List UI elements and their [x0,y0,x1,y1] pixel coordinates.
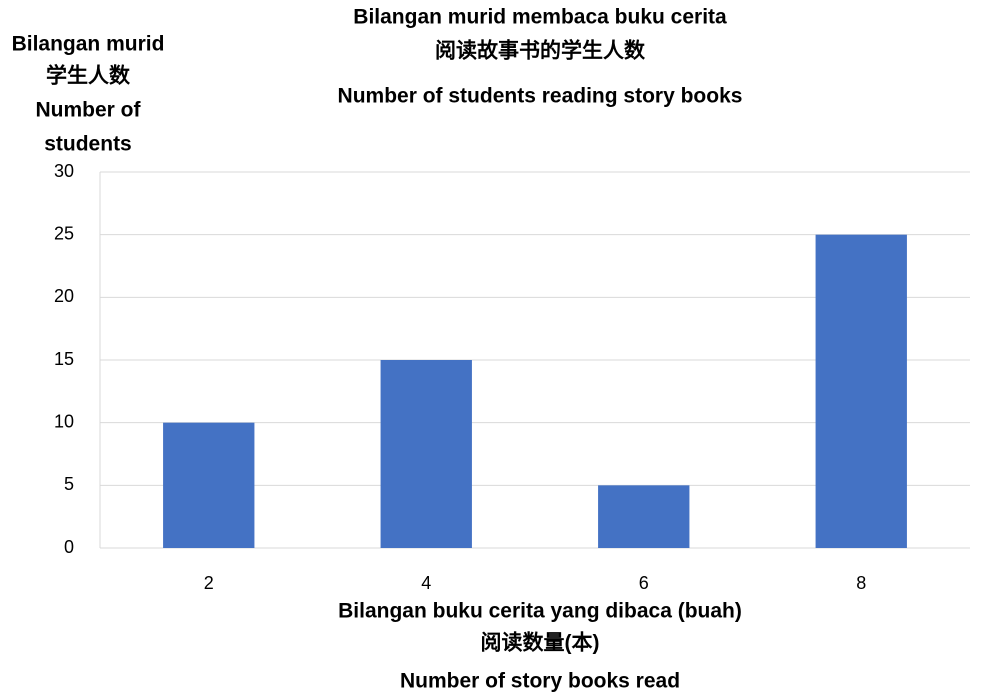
x-axis-label: Number of story books read [400,670,680,693]
bar [163,422,255,548]
y-tick-label: 10 [54,411,74,431]
y-axis-label: 学生人数 [46,64,131,88]
chart-title: Number of students reading story books [338,85,743,108]
y-axis-label: Bilangan murid [12,33,165,56]
x-axis-label: Bilangan buku cerita yang dibaca (buah) [338,600,742,623]
bar [380,360,472,548]
y-tick-label: 15 [54,349,74,369]
y-tick-label: 0 [64,537,74,557]
y-tick-label: 30 [54,161,74,181]
x-tick-label: 2 [204,573,214,593]
y-axis-label: Number of [36,99,142,122]
x-axis-label: 阅读数量(本) [481,632,600,655]
x-tick-label: 6 [639,573,649,593]
y-axis-label: students [44,133,132,156]
chart-title: Bilangan murid membaca buku cerita [353,6,727,29]
y-tick-label: 25 [54,223,74,243]
y-tick-label: 20 [54,286,74,306]
x-tick-label: 4 [421,573,431,593]
x-tick-label: 8 [856,573,866,593]
bar [598,485,690,548]
chart-title: 阅读故事书的学生人数 [435,39,646,63]
bar [815,234,907,548]
y-tick-label: 5 [64,474,74,494]
